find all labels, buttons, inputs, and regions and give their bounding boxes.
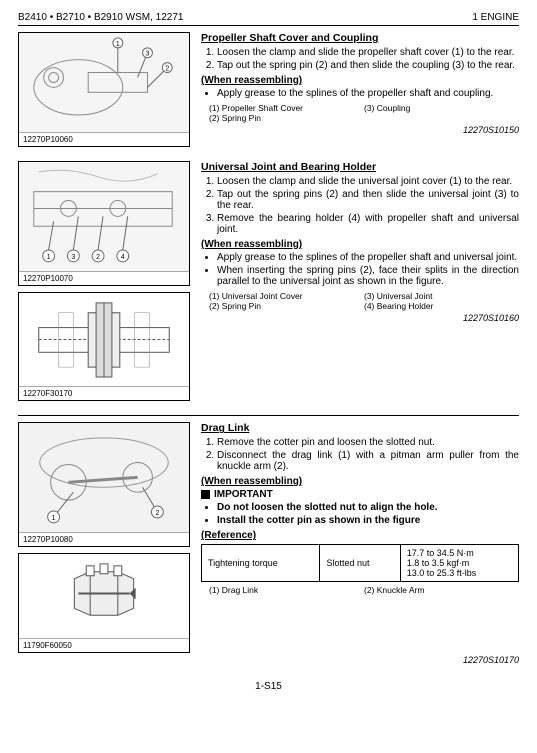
bullet: Install the cotter pin as shown in the f… — [217, 515, 519, 526]
bullet: Apply grease to the splines of the prope… — [217, 88, 519, 99]
reassembly-heading: (When reassembling) — [201, 476, 519, 487]
figure-caption: 11790F60050 — [19, 638, 189, 652]
section-title: Propeller Shaft Cover and Coupling — [201, 32, 519, 44]
torque-value: 1.8 to 3.5 kgf·m — [407, 558, 512, 568]
important-label: IMPORTANT — [214, 489, 273, 500]
divider — [18, 415, 519, 416]
svg-text:3: 3 — [146, 51, 150, 58]
step: Tap out the spring pins (2) and then sli… — [217, 189, 519, 211]
figure-12270P10070: 1 3 2 4 12270P10070 — [18, 161, 190, 286]
svg-text:4: 4 — [121, 254, 125, 261]
figure-12270F30170: 12270F30170 — [18, 292, 190, 402]
svg-text:3: 3 — [71, 254, 75, 261]
section-title: Universal Joint and Bearing Holder — [201, 161, 519, 173]
reference-heading: (Reference) — [201, 530, 519, 541]
reference-code: 12270S10170 — [201, 655, 519, 665]
svg-text:2: 2 — [165, 66, 169, 73]
bullet: When inserting the spring pins (2), face… — [217, 265, 519, 287]
figure-12270P10060: 1 3 2 12270P10060 — [18, 32, 190, 147]
section-title: Drag Link — [201, 422, 519, 434]
table-cell: 17.7 to 34.5 N·m 1.8 to 3.5 kgf·m 13.0 t… — [400, 545, 518, 582]
figure-caption: 12270F30170 — [19, 386, 189, 400]
parts-legend: (1) Universal Joint Cover (3) Universal … — [209, 291, 519, 311]
page-footer: 1-S15 — [18, 681, 519, 692]
figure-caption: 12270P10060 — [19, 132, 189, 146]
legend-item: (2) Spring Pin — [209, 301, 364, 311]
step: Disconnect the drag link (1) with a pitm… — [217, 450, 519, 472]
header-section: 1 ENGINE — [472, 12, 519, 23]
bullet: Apply grease to the splines of the prope… — [217, 252, 519, 263]
torque-value: 17.7 to 34.5 N·m — [407, 548, 512, 558]
svg-text:1: 1 — [47, 254, 51, 261]
important-list: Do not loosen the slotted nut to align t… — [201, 502, 519, 526]
torque-value: 13.0 to 25.3 ft-lbs — [407, 568, 512, 578]
steps-list: Loosen the clamp and slide the universal… — [201, 176, 519, 235]
section-universal-joint: 1 3 2 4 12270P10070 12270 — [18, 161, 519, 408]
legend-item: (2) Knuckle Arm — [364, 585, 519, 595]
legend-item: (1) Universal Joint Cover — [209, 291, 364, 301]
reassembly-list: Apply grease to the splines of the prope… — [201, 88, 519, 99]
legend-item: (3) Coupling — [364, 103, 519, 113]
svg-text:2: 2 — [96, 254, 100, 261]
reassembly-list: Apply grease to the splines of the prope… — [201, 252, 519, 287]
spring-pin-diagram-icon — [19, 293, 189, 387]
header-models: B2410 • B2710 • B2910 WSM, 12271 — [18, 12, 183, 23]
step: Remove the cotter pin and loosen the slo… — [217, 437, 519, 448]
figure-11790F60050: 11790F60050 — [18, 553, 190, 653]
reference-code: 12270S10150 — [201, 125, 519, 135]
legend-item: (1) Drag Link — [209, 585, 364, 595]
torque-table: Tightening torque Slotted nut 17.7 to 34… — [201, 544, 519, 582]
section-propeller-shaft: 1 3 2 12270P10060 Propeller Shaft Cover … — [18, 32, 519, 153]
section-drag-link: 1 2 12270P10080 11790F60050 Drag Link — [18, 422, 519, 671]
square-bullet-icon — [201, 490, 210, 499]
bullet: Do not loosen the slotted nut to align t… — [217, 502, 519, 513]
slotted-nut-diagram-icon — [19, 554, 189, 638]
legend-item — [364, 113, 519, 123]
legend-item: (2) Spring Pin — [209, 113, 364, 123]
figure-caption: 12270P10080 — [19, 532, 189, 546]
reference-code: 12270S10160 — [201, 313, 519, 323]
legend-item: (3) Universal Joint — [364, 291, 519, 301]
svg-text:1: 1 — [116, 41, 120, 48]
engine-diagram-icon: 1 3 2 — [19, 33, 189, 132]
parts-legend: (1) Drag Link (2) Knuckle Arm — [209, 585, 519, 595]
step: Tap out the spring pin (2) and then slid… — [217, 60, 519, 71]
reassembly-heading: (When reassembling) — [201, 75, 519, 86]
reassembly-heading: (When reassembling) — [201, 239, 519, 250]
step: Loosen the clamp and slide the propeller… — [217, 47, 519, 58]
svg-text:2: 2 — [155, 510, 159, 517]
figure-caption: 12270P10070 — [19, 271, 189, 285]
table-cell: Tightening torque — [202, 545, 320, 582]
table-cell: Slotted nut — [320, 545, 400, 582]
legend-item: (1) Propeller Shaft Cover — [209, 103, 364, 113]
important-heading: IMPORTANT — [201, 489, 519, 500]
table-row: Tightening torque Slotted nut 17.7 to 34… — [202, 545, 519, 582]
figure-12270P10080: 1 2 12270P10080 — [18, 422, 190, 547]
steps-list: Remove the cotter pin and loosen the slo… — [201, 437, 519, 472]
steps-list: Loosen the clamp and slide the propeller… — [201, 47, 519, 71]
svg-text:1: 1 — [52, 515, 56, 522]
step: Remove the bearing holder (4) with prope… — [217, 213, 519, 235]
step: Loosen the clamp and slide the universal… — [217, 176, 519, 187]
page-header: B2410 • B2710 • B2910 WSM, 12271 1 ENGIN… — [18, 12, 519, 26]
drag-link-photo-icon: 1 2 — [19, 423, 189, 532]
universal-joint-diagram-icon: 1 3 2 4 — [19, 162, 189, 271]
parts-legend: (1) Propeller Shaft Cover (3) Coupling (… — [209, 103, 519, 123]
legend-item: (4) Bearing Holder — [364, 301, 519, 311]
